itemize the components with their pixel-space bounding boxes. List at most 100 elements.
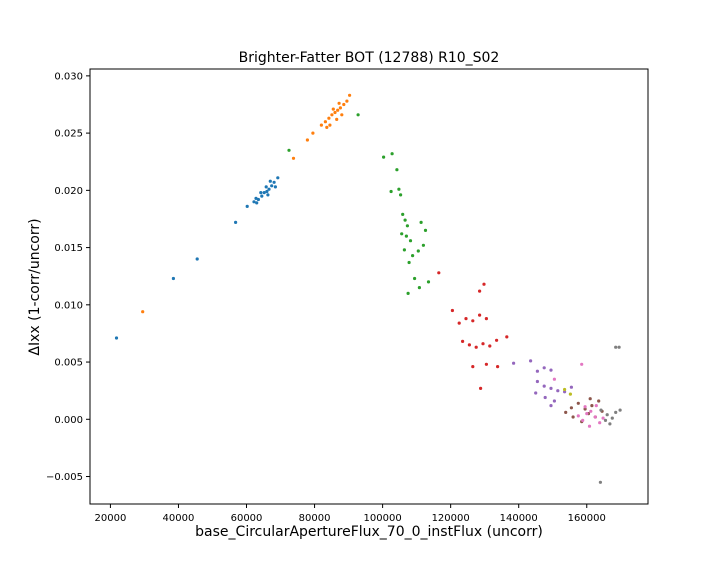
scatter-point [577,414,580,417]
scatter-point [333,111,336,114]
x-tick-label: 20000 [95,513,127,524]
scatter-point [399,193,402,196]
scatter-point [390,190,393,193]
scatter-point [614,346,617,349]
scatter-point [543,366,546,369]
scatter-point [581,419,584,422]
scatter-point [478,314,481,317]
scatter-point [536,380,539,383]
scatter-point [482,283,485,286]
scatter-point [549,387,552,390]
scatter-point [382,156,385,159]
scatter-point [345,100,348,103]
scatter-point [391,152,394,155]
scatter-point [328,124,331,127]
scatter-point [570,406,573,409]
scatter-point [401,213,404,216]
x-axis-label: base_CircularApertureFlux_70_0_instFlux … [195,524,543,540]
scatter-point [338,102,341,105]
scatter-point [267,188,270,191]
scatter-point [413,277,416,280]
scatter-point [115,336,118,339]
scatter-point [577,402,580,405]
scatter-point [602,417,605,420]
y-tick-label: 0.005 [54,358,83,369]
scatter-point [543,385,546,388]
scatter-point [580,363,583,366]
y-axis-label: ΔIxx (1-corr/uncorr) [27,218,43,355]
scatter-point [411,254,414,257]
scatter-point [234,221,237,224]
scatter-point [599,409,602,412]
scatter-point [260,195,263,198]
scatter-point [458,322,461,325]
scatter-point [608,422,611,425]
scatter-point [196,257,199,260]
scatter-point [397,188,400,191]
scatter-point [471,365,474,368]
scatter-point [544,396,547,399]
scatter-point [404,219,407,222]
scatter-point [594,415,597,418]
scatter-point [451,309,454,312]
scatter-point [488,344,491,347]
scatter-point [614,411,617,414]
scatter-point [471,319,474,322]
scatter-point [306,138,309,141]
scatter-point [324,120,327,123]
scatter-point [406,224,409,227]
scatter-point [255,201,258,204]
scatter-point [570,386,573,389]
scatter-point [254,197,257,200]
scatter-point [572,415,575,418]
scatter-point [485,317,488,320]
x-tick-label: 40000 [163,513,195,524]
scatter-point [259,191,262,194]
y-tick-label: 0.020 [54,186,83,197]
x-tick-label: 80000 [299,513,331,524]
scatter-point [556,389,559,392]
scatter-point [336,109,339,112]
scatter-point [549,404,552,407]
x-tick-label: 120000 [432,513,470,524]
scatter-point [461,340,464,343]
scatter-point [599,481,602,484]
y-tick-label: 0.030 [54,71,83,82]
scatter-point [495,339,498,342]
scatter-point [590,404,593,407]
scatter-point [536,370,539,373]
scatter-point [485,363,488,366]
scatter-point [141,310,144,313]
scatter-point [408,261,411,264]
scatter-point [332,108,335,111]
scatter-point [405,235,408,238]
scatter-point [534,391,537,394]
scatter-point [529,359,532,362]
scatter-point [172,277,175,280]
scatter-point [595,404,598,407]
scatter-point [287,149,290,152]
scatter-point [400,232,403,235]
scatter-point [585,412,588,415]
chart-title: Brighter-Fatter BOT (12788) R10_S02 [239,50,500,66]
x-tick-label: 100000 [364,513,402,524]
scatter-point [276,176,279,179]
scatter-point [418,286,421,289]
scatter-point [569,393,572,396]
scatter-point [584,405,587,408]
scatter-point [424,229,427,232]
scatter-point [481,342,484,345]
x-tick-label: 140000 [500,513,538,524]
plot-area [90,69,648,504]
scatter-point [330,113,333,116]
scatter-point [478,290,481,293]
scatter-point [468,343,471,346]
scatter-point [311,132,314,135]
scatter-point [618,346,621,349]
x-tick-label: 60000 [231,513,263,524]
scatter-point [325,126,328,129]
scatter-point [437,271,440,274]
scatter-point [475,346,478,349]
scatter-point [335,118,338,121]
